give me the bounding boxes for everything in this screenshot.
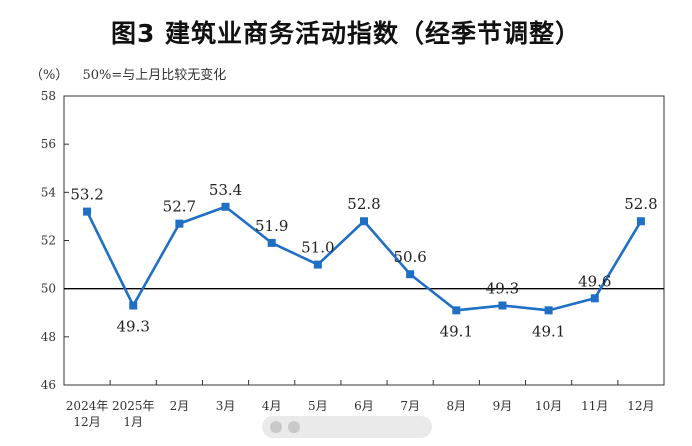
data-label: 52.7 (163, 198, 196, 216)
data-point (83, 207, 92, 216)
data-point (221, 202, 230, 211)
data-label: 52.8 (347, 195, 380, 213)
data-label: 51.0 (301, 239, 334, 257)
y-tick-label: 50 (41, 282, 56, 296)
data-point (267, 238, 276, 247)
reference-note: 50%=与上月比较无变化 (82, 68, 227, 83)
data-label: 49.1 (532, 322, 565, 340)
x-tick-label: 12月 (73, 415, 100, 429)
x-tick-label: 2024年 (66, 399, 109, 413)
x-tick-label: 2月 (170, 399, 190, 413)
data-point (544, 306, 553, 315)
chart-title: 图3 建筑业商务活动指数（经季节调整） (110, 19, 582, 48)
x-tick-label: 5月 (308, 399, 328, 413)
data-point (360, 217, 368, 226)
data-point (313, 260, 322, 269)
data-label: 53.4 (209, 181, 242, 199)
data-point (129, 301, 138, 310)
data-label: 52.8 (624, 195, 657, 213)
watermark-bar (262, 416, 432, 438)
y-tick-label: 54 (41, 185, 57, 199)
y-tick-label: 56 (41, 137, 56, 151)
data-label: 53.2 (70, 186, 103, 204)
watermark-dot-icon (288, 421, 300, 433)
x-tick-label: 12月 (627, 399, 654, 413)
x-tick-label: 11月 (581, 399, 608, 413)
y-tick-label: 46 (41, 378, 56, 392)
unit-label: （%） (30, 68, 69, 83)
data-label: 49.3 (117, 318, 150, 336)
data-point (175, 219, 184, 228)
x-tick-label: 6月 (354, 399, 374, 413)
data-point (498, 301, 507, 310)
y-tick-label: 52 (41, 234, 56, 248)
data-label: 51.9 (255, 217, 288, 235)
data-point (636, 217, 645, 226)
data-point (406, 270, 415, 279)
data-label: 49.3 (486, 280, 519, 298)
x-tick-label: 7月 (400, 399, 420, 413)
y-tick-label: 48 (41, 330, 56, 344)
plot-frame (63, 95, 665, 386)
data-point (590, 294, 599, 303)
unit-note: （%） 50%=与上月比较无变化 (30, 64, 236, 83)
x-tick-label: 10月 (535, 399, 562, 413)
x-tick-label: 1月 (123, 415, 143, 429)
x-tick-label: 9月 (493, 399, 513, 413)
x-tick-label: 3月 (216, 399, 236, 413)
data-point (452, 306, 461, 315)
x-tick-label: 8月 (446, 399, 466, 413)
data-label: 50.6 (393, 248, 426, 266)
watermark-dot-icon (270, 421, 282, 433)
data-label: 49.1 (440, 322, 473, 340)
x-tick-label: 2025年 (112, 399, 155, 413)
x-tick-label: 4月 (262, 399, 282, 413)
data-label: 49.6 (578, 272, 611, 290)
y-tick-label: 58 (41, 89, 56, 103)
